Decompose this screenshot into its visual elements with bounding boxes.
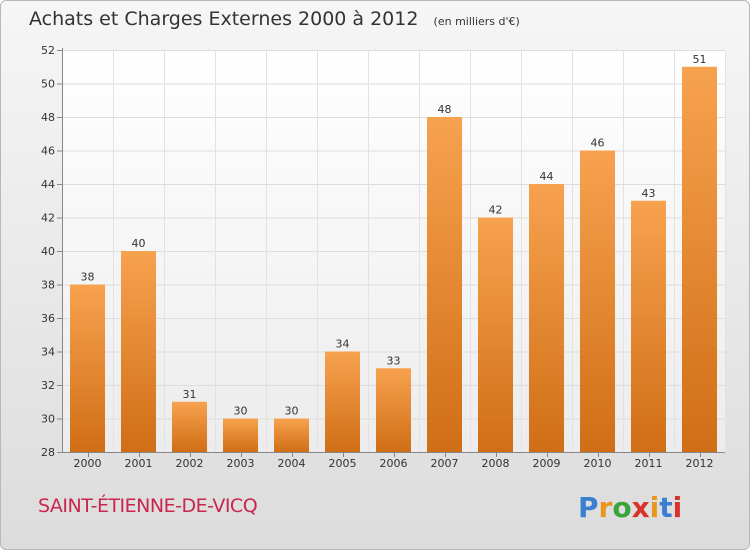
x-tick-label: 2012 [686,457,714,470]
bar-value-label: 30 [285,405,299,418]
axis-layer: 28 30 32 34 36 38 40 42 44 46 48 50 52 [41,44,725,459]
bar-2010 [580,150,615,452]
x-tick-label: 2006 [380,457,408,470]
y-tick-label: 36 [41,312,55,325]
chart-subtitle: (en milliers d'€) [433,15,520,28]
x-tick-label: 2002 [176,457,204,470]
logo-letter: t [659,491,673,524]
x-tick-label: 2005 [329,457,357,470]
bar-value-label: 40 [132,237,146,250]
x-tick-label: 2011 [635,457,663,470]
logo-letter: P [578,491,599,524]
y-tick-label: 46 [41,145,55,158]
y-tick-label: 40 [41,245,55,258]
x-tick-label: 2000 [74,457,102,470]
bar-2002 [172,401,207,452]
bar-value-label: 34 [336,338,350,351]
commune-name: SAINT-ÉTIENNE-DE-VICQ [38,495,258,517]
bar-value-label: 33 [387,354,401,367]
bar-2006 [376,368,411,452]
bar-value-label: 51 [693,53,707,66]
bar-2004 [274,418,309,452]
y-tick-label: 28 [41,446,55,459]
chart-title: Achats et Charges Externes 2000 à 2012 [29,8,419,30]
x-tick-label: 2001 [125,457,153,470]
y-tick-label: 32 [41,379,55,392]
bar-layer [70,66,717,452]
logo-letter: o [612,491,632,524]
y-tick-label: 44 [41,178,55,191]
bar-2005 [325,351,360,452]
proxiti-logo[interactable]: Proxiti [578,491,682,524]
y-tick-label: 42 [41,212,55,225]
bar-2001 [121,251,156,452]
bar-value-label: 42 [489,204,503,217]
x-tick-label: 2007 [431,457,459,470]
y-tick-label: 52 [41,44,55,57]
x-tick-label: 2008 [482,457,510,470]
logo-letter: i [672,491,683,524]
bar-2012 [682,66,717,452]
x-tick-label: 2003 [227,457,255,470]
logo-letter: x [631,491,650,524]
bar-2003 [223,418,258,452]
y-tick-label: 38 [41,279,55,292]
bar-2007 [427,117,462,452]
bar-value-label: 44 [540,170,554,183]
label-layer: 38 2000 40 2001 31 2002 30 2003 30 2004 34 2005 33 20… [74,53,714,470]
bar-value-label: 46 [591,137,605,150]
y-tick-label: 50 [41,78,55,91]
logo-letter: r [598,491,613,524]
bar-2008 [478,217,513,452]
bar-value-label: 48 [438,103,452,116]
x-tick-label: 2009 [533,457,561,470]
x-tick-label: 2010 [584,457,612,470]
bar-value-label: 43 [642,187,656,200]
logo-letter: i [649,491,660,524]
y-tick-label: 48 [41,111,55,124]
bar-2011 [631,200,666,452]
bar-value-label: 30 [234,405,248,418]
bar-value-label: 31 [183,388,197,401]
title-row: Achats et Charges Externes 2000 à 2012 (… [29,8,520,30]
y-tick-label: 30 [41,413,55,426]
bar-2000 [70,284,105,452]
bar-2009 [529,184,564,452]
y-tick-label: 34 [41,346,55,359]
bar-value-label: 38 [81,271,95,284]
x-tick-label: 2004 [278,457,306,470]
